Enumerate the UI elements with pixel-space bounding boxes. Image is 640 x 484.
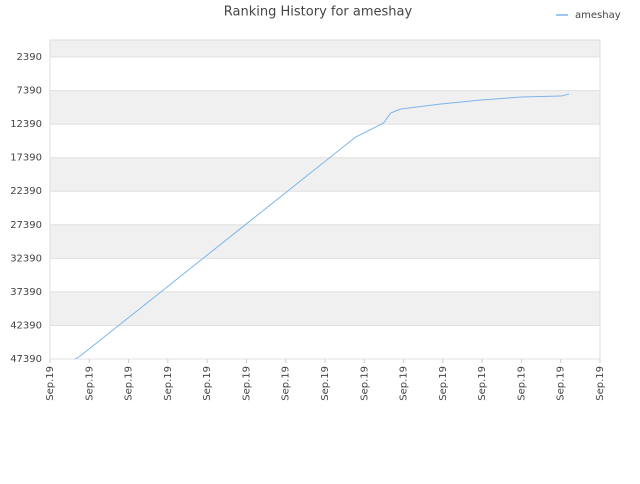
grid-band (50, 90, 600, 125)
grid-band (50, 157, 600, 192)
grid-band (50, 325, 600, 359)
x-tick-label: Sep.19 (595, 366, 606, 401)
x-tick-label: Sep.19 (556, 366, 567, 401)
y-tick-label: 37390 (10, 287, 42, 298)
x-tick-label: Sep.19 (399, 366, 410, 401)
x-tick-label: Sep.19 (477, 366, 488, 401)
grid-band (50, 224, 600, 259)
y-tick-label: 12390 (10, 119, 42, 130)
x-tick-label: Sep.19 (84, 366, 95, 401)
x-tick-label: Sep.19 (124, 366, 135, 401)
line (74, 93, 570, 360)
y-tick-label: 27390 (10, 220, 42, 231)
grid-band (50, 124, 600, 158)
x-tick-label: Sep.19 (320, 366, 331, 401)
x-tick-label: Sep.19 (241, 366, 252, 401)
x-tick-label: Sep.19 (202, 366, 213, 401)
x-tick-label: Sep.19 (163, 366, 174, 401)
chart-title: Ranking History for ameshay (224, 5, 413, 20)
x-tick-label: Sep.19 (45, 366, 56, 401)
x-tick-label: Sep.19 (516, 366, 527, 401)
y-tick-label: 42390 (10, 320, 42, 331)
y-tick-label: 7390 (17, 86, 42, 97)
legend-label: ameshay (575, 10, 621, 21)
grid-band (50, 258, 600, 292)
y-tick-label: 47390 (10, 354, 42, 365)
x-tick-label: Sep.19 (359, 366, 370, 401)
y-tick-label: 17390 (10, 153, 42, 164)
grid-band (50, 291, 600, 326)
y-tick-label: 2390 (17, 52, 42, 63)
x-tick-label: Sep.19 (438, 366, 449, 401)
grid-band (50, 191, 600, 225)
y-tick-label: 32390 (10, 253, 42, 264)
y-tick-label: 22390 (10, 186, 42, 197)
grid-band (50, 40, 600, 58)
grid-band (50, 57, 600, 91)
x-tick-label: Sep.19 (281, 366, 292, 401)
